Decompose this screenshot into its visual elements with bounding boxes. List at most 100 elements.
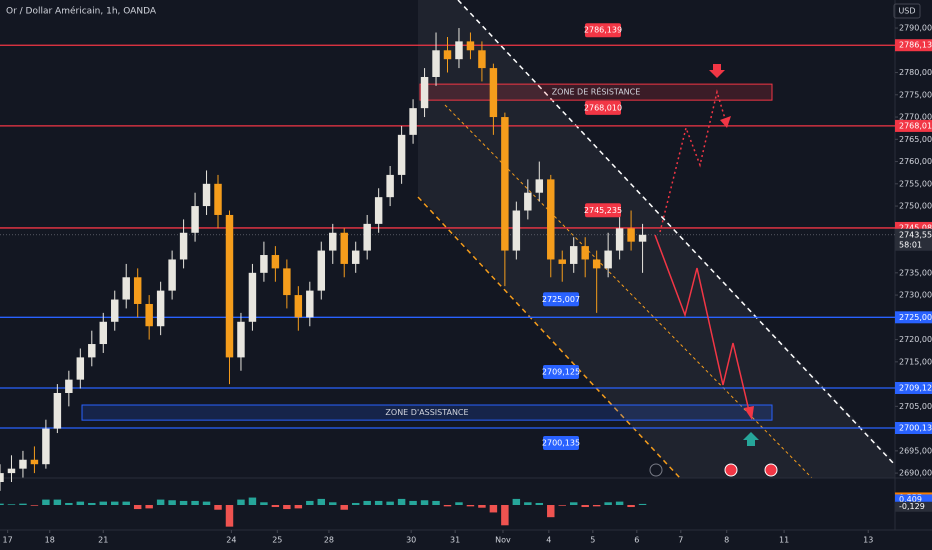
level-tag: [543, 364, 579, 379]
osc-bar: [489, 505, 498, 513]
osc-bar: [558, 505, 566, 506]
osc-bar: [7, 504, 16, 505]
y-tick-label: 2695,000: [899, 446, 932, 455]
level-tag: [585, 23, 621, 38]
osc-bar: [237, 499, 245, 505]
candle-body: [569, 246, 578, 264]
candle-body: [30, 459, 39, 465]
candle-body: [604, 250, 612, 269]
candle-body: [283, 268, 291, 296]
event-icon[interactable]: [724, 463, 738, 477]
y-tick-label: 2790,000: [899, 24, 932, 33]
y-tick-label: 2760,000: [899, 157, 932, 166]
osc-bar: [443, 505, 452, 507]
candle-body: [88, 344, 96, 358]
level-axis-label: 2768,010: [899, 121, 932, 130]
candle-body: [535, 179, 544, 193]
osc-bar: [294, 505, 303, 509]
x-tick-label: 11: [779, 536, 789, 545]
osc-bar: [329, 502, 337, 505]
osc-bar: [627, 505, 635, 508]
y-tick-label: 2770,000: [899, 113, 932, 122]
osc-bar: [42, 499, 50, 505]
candle-body: [19, 459, 27, 469]
x-tick-label: 28: [324, 536, 334, 545]
candle-body: [558, 259, 566, 264]
osc-bar: [214, 505, 222, 510]
candle-body: [191, 206, 199, 233]
osc-bar: [466, 505, 475, 507]
osc-bar: [535, 502, 544, 505]
osc-bar: [122, 501, 130, 505]
event-icon[interactable]: [764, 463, 778, 477]
candle-body: [409, 108, 417, 135]
x-tick-label: 21: [98, 536, 108, 545]
x-tick-label: 18: [45, 536, 55, 545]
level-axis-label: 2700,135: [899, 423, 932, 432]
event-icon[interactable]: [649, 463, 663, 477]
y-tick-label: 2715,000: [899, 357, 932, 366]
zone: [419, 83, 773, 101]
level-axis-tag: [895, 39, 932, 52]
currency-box[interactable]: [893, 3, 921, 19]
osc-bar: [111, 501, 119, 505]
osc-bar: [569, 502, 578, 505]
candle-body: [225, 214, 234, 358]
candle-body: [512, 210, 521, 251]
x-tick-label: Nov: [495, 536, 511, 545]
current-price-label: 2743,550: [899, 230, 932, 239]
osc-bar: [351, 502, 360, 505]
candle-body: [329, 232, 337, 251]
candle-body: [202, 183, 211, 207]
y-tick-label: 2780,000: [899, 68, 932, 77]
y-tick-label: 2730,000: [899, 291, 932, 300]
osc-bar: [478, 505, 486, 508]
candle-body: [615, 228, 624, 251]
candle-body: [133, 277, 142, 304]
zone: [81, 404, 773, 421]
candle-body: [260, 255, 268, 273]
zone-label: ZONE D'ASSISTANCE: [385, 408, 468, 417]
projection-up: [659, 89, 727, 233]
candle-body: [443, 50, 452, 60]
candle-body: [53, 392, 62, 429]
arrow-head: [744, 406, 754, 420]
candle-body: [306, 290, 314, 318]
osc-bar: [409, 500, 417, 505]
osc-bar: [156, 499, 165, 505]
osc-bar: [225, 505, 234, 527]
osc-bar: [202, 501, 211, 505]
candle-body: [99, 321, 107, 345]
osc-label: 0,409: [899, 495, 922, 504]
chart-title: Or / Dollar Américain, 1h, OANDA: [6, 6, 157, 17]
osc-bar: [432, 500, 440, 505]
level-axis-tag: [895, 119, 932, 132]
candle-body: [397, 134, 406, 175]
osc-bar: [145, 505, 153, 509]
candle-body: [363, 223, 371, 251]
osc-bar: [524, 502, 532, 505]
current-price-tag: [895, 228, 932, 251]
down-arrow: [709, 64, 725, 78]
level-axis-tag: [895, 381, 932, 394]
countdown: 58:01: [899, 240, 922, 249]
candle-body: [455, 41, 463, 60]
osc-bar: [340, 505, 348, 510]
osc-bar: [88, 502, 96, 505]
candle-body: [156, 290, 165, 327]
candle-body: [489, 68, 498, 118]
candle-body: [386, 174, 394, 198]
candle-body: [592, 259, 601, 269]
y-tick-label: 2775,000: [899, 90, 932, 99]
level-tag: [585, 203, 621, 218]
osc-bar: [386, 501, 394, 505]
x-tick-label: 4: [546, 536, 551, 545]
channel-bottom: [417, 196, 681, 479]
candle-body: [122, 277, 130, 300]
osc-bar: [615, 501, 624, 505]
osc-label: -0,129: [899, 502, 925, 511]
candle-body: [420, 76, 429, 109]
x-tick-label: 5: [590, 536, 595, 545]
level-tag-label: 2725,007: [542, 295, 580, 304]
candle-body: [237, 321, 245, 358]
